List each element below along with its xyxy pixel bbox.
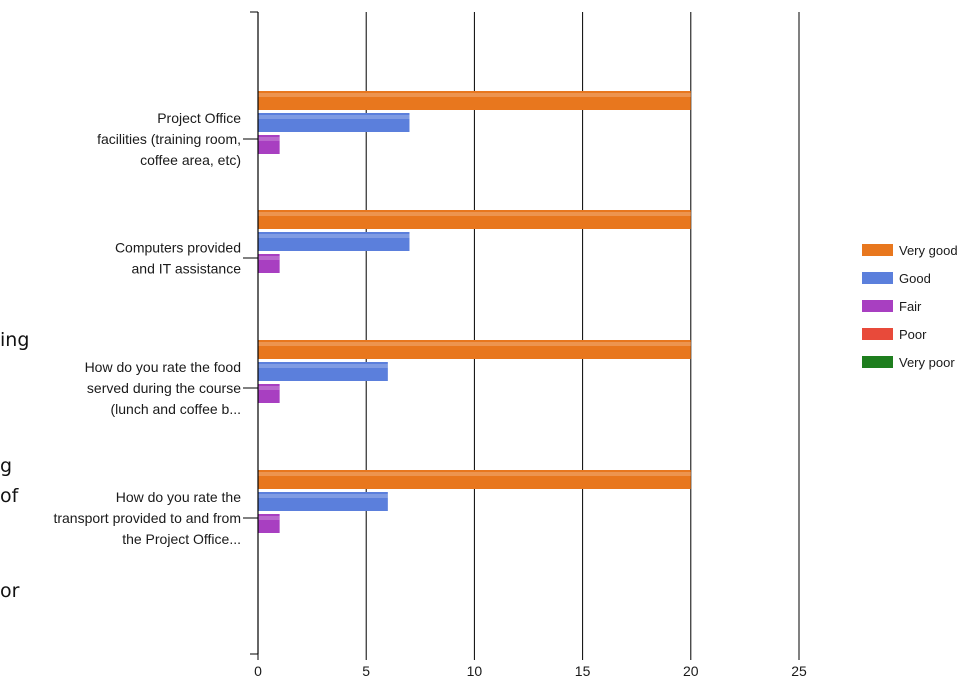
bar-highlight [258, 342, 691, 346]
legend-swatch [862, 300, 893, 312]
bar [258, 135, 280, 154]
bar [258, 340, 691, 359]
bar [258, 384, 280, 403]
bar [258, 492, 388, 511]
gridlines [365, 12, 800, 654]
bar [258, 232, 410, 251]
bar-highlight [258, 137, 280, 141]
x-tick-label: 20 [683, 663, 699, 679]
category-labels: Project Office facilities (training room,… [53, 110, 241, 547]
category-label: How do you rate the [116, 489, 242, 505]
bar-highlight [258, 364, 388, 368]
background-text-fragment: or [0, 580, 20, 602]
category-label: Project Office [157, 110, 241, 126]
legend-label: Good [899, 271, 931, 286]
bar-highlight [258, 212, 691, 216]
background-text-fragment: ing [0, 329, 30, 351]
category-label: Computers provided [115, 240, 241, 256]
bar-highlight [258, 494, 388, 498]
tick-labels: 0 5 10 15 20 25 [254, 663, 807, 679]
category-label: facilities (training room, [97, 131, 241, 147]
legend-swatch [862, 356, 893, 368]
bar [258, 362, 388, 381]
bar-highlight [258, 115, 410, 119]
bar [258, 113, 410, 132]
bar [258, 514, 280, 533]
bar-highlight [258, 93, 691, 97]
bar [258, 91, 691, 110]
legend-label: Fair [899, 299, 922, 314]
bars [258, 91, 691, 533]
x-tick-label: 25 [791, 663, 807, 679]
legend: Very good Good Fair Poor Very poor [862, 243, 958, 370]
x-tick-label: 5 [362, 663, 370, 679]
legend-label: Very poor [899, 355, 955, 370]
bar-highlight [258, 234, 410, 238]
background-text-fragment: g [0, 455, 13, 477]
bar [258, 470, 691, 489]
category-label: the Project Office... [122, 531, 241, 547]
category-label: (lunch and coffee b... [111, 401, 242, 417]
legend-swatch [862, 328, 893, 340]
category-label: served during the course [87, 380, 241, 396]
bar-highlight [258, 256, 280, 260]
bar-highlight [258, 386, 280, 390]
x-tick-label: 10 [467, 663, 483, 679]
bar-highlight [258, 472, 691, 476]
x-tick-label: 15 [575, 663, 591, 679]
legend-swatch [862, 272, 893, 284]
legend-label: Very good [899, 243, 958, 258]
axes [243, 11, 800, 660]
background-text-fragment: of [0, 485, 19, 507]
bar [258, 210, 691, 229]
category-label: and IT assistance [132, 261, 242, 277]
legend-swatch [862, 244, 893, 256]
bar [258, 254, 280, 273]
x-tick-label: 0 [254, 663, 262, 679]
category-label: How do you rate the food [85, 359, 241, 375]
category-label: transport provided to and from [53, 510, 241, 526]
legend-label: Poor [899, 327, 927, 342]
bar-highlight [258, 516, 280, 520]
category-label: coffee area, etc) [140, 152, 241, 168]
